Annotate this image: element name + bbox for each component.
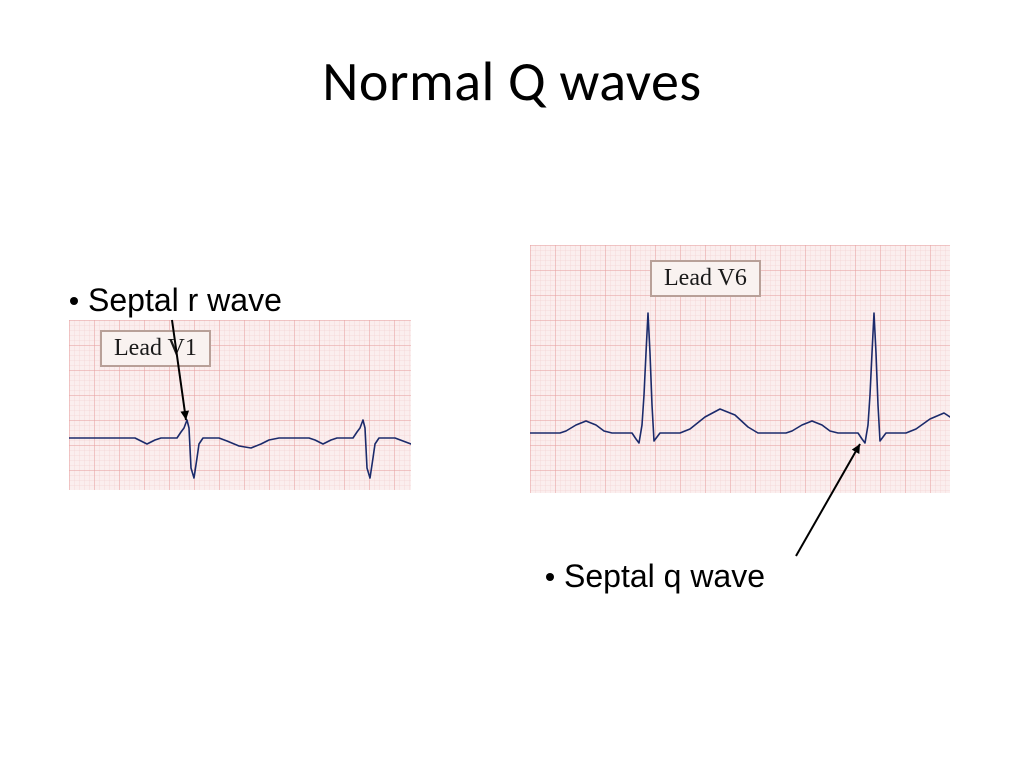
bullet-dot-icon [70,297,78,305]
lead-label-v1: Lead V1 [100,330,211,367]
lead-label-v6: Lead V6 [650,260,761,297]
arrow-to-r-wave [164,312,194,428]
bullet-dot-icon [546,573,554,581]
slide-title: Normal Q waves [0,48,1024,116]
arrow-to-q-wave [788,436,868,564]
bullet-text-right: Septal q wave [564,558,765,595]
bullet-septal-q: Septal q wave [546,558,765,595]
